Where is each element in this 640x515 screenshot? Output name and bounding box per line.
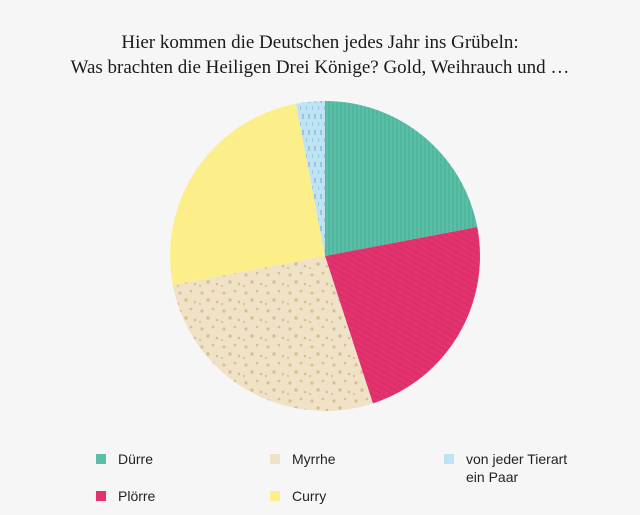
legend-swatch-curry	[270, 491, 280, 501]
legend-item-myrrhe: Myrrhe	[270, 450, 432, 468]
pie-slice-curry	[170, 103, 325, 286]
pie-slice-tierart	[295, 101, 325, 256]
legend-swatch-duerre	[96, 454, 106, 464]
legend-label-tierart: von jeder Tierart ein Paar	[466, 451, 568, 485]
legend-swatch-myrrhe	[270, 454, 280, 464]
legend-swatch-tierart	[444, 454, 454, 464]
legend-label-myrrhe: Myrrhe	[292, 451, 336, 467]
chart-title-line-1: Hier kommen die Deutschen jedes Jahr ins…	[121, 32, 519, 53]
legend-item-ploerre: Plörre	[96, 487, 258, 505]
pie-slice-duerre	[325, 101, 478, 256]
pie-slice-myrrhe	[172, 256, 373, 411]
legend-swatch-ploerre	[96, 491, 106, 501]
legend-item-duerre: Dürre	[96, 450, 258, 468]
legend-item-curry: Curry	[270, 487, 432, 505]
legend-label-ploerre: Plörre	[118, 488, 156, 504]
pie-slice-ploerre	[325, 226, 480, 404]
legend-label-duerre: Dürre	[118, 451, 154, 467]
legend-label-curry: Curry	[292, 488, 327, 504]
chart-title: Hier kommen die Deutschen jedes Jahr ins…	[0, 30, 640, 80]
chart-title-line-2: Was brachten die Heiligen Drei Könige? G…	[70, 57, 570, 78]
legend-item-tierart: von jeder Tierart ein Paar	[444, 450, 606, 486]
